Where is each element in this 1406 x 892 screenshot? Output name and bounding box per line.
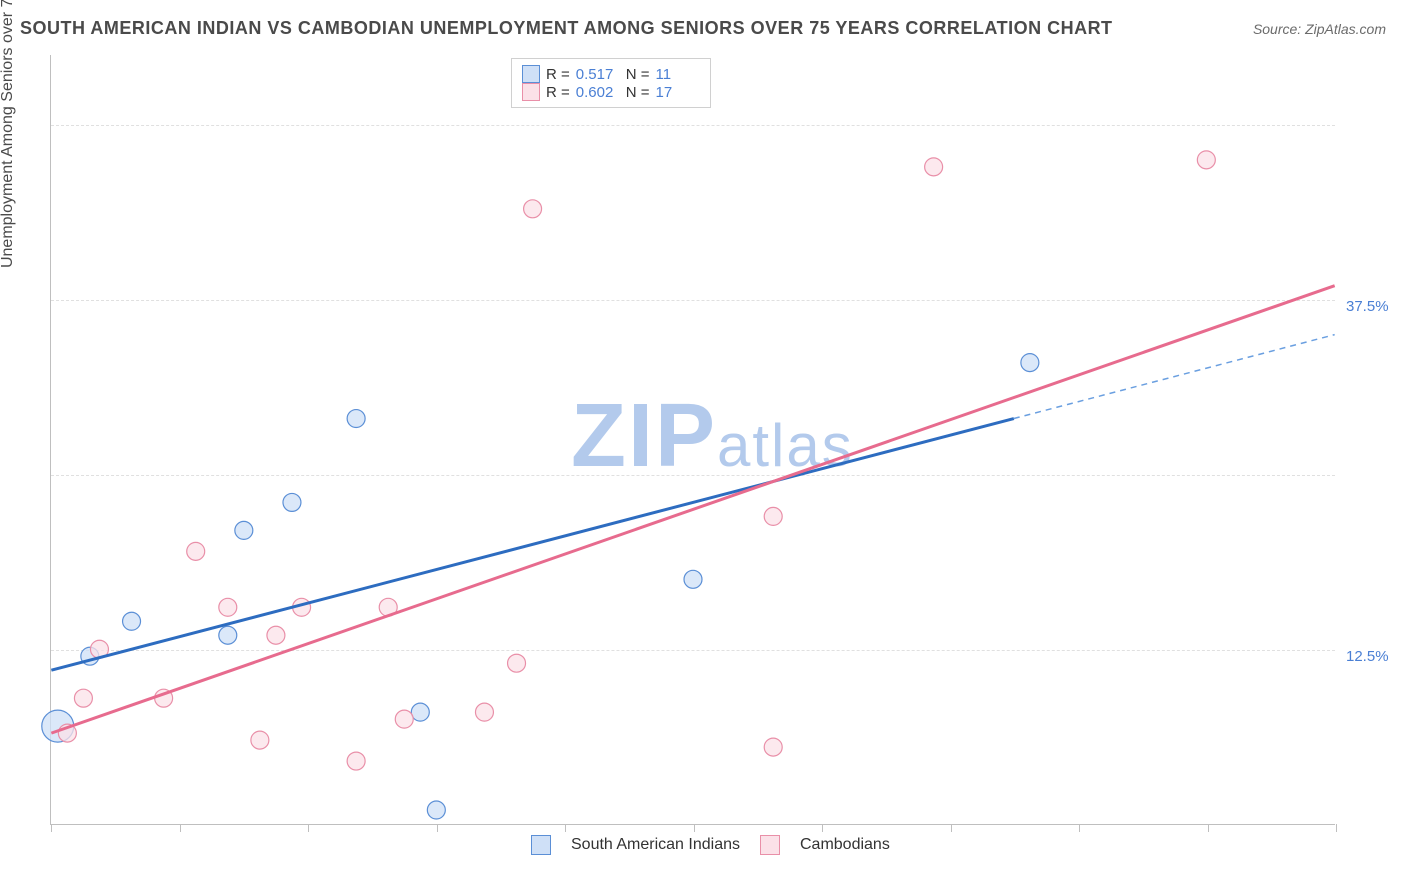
chart-title: SOUTH AMERICAN INDIAN VS CAMBODIAN UNEMP… bbox=[20, 18, 1113, 39]
legend-n-cam: 17 bbox=[656, 84, 700, 101]
data-point-cam bbox=[74, 689, 92, 707]
data-point-sai bbox=[283, 493, 301, 511]
legend-row-sai: R = 0.517 N = 11 bbox=[522, 65, 700, 83]
data-point-cam bbox=[347, 752, 365, 770]
legend-bottom-label-sai: South American Indians bbox=[571, 836, 740, 854]
title-bar: SOUTH AMERICAN INDIAN VS CAMBODIAN UNEMP… bbox=[20, 18, 1386, 39]
data-point-cam bbox=[187, 542, 205, 560]
x-tick bbox=[437, 824, 438, 832]
data-point-sai bbox=[219, 626, 237, 644]
data-point-sai bbox=[123, 612, 141, 630]
x-tick bbox=[1079, 824, 1080, 832]
data-point-cam bbox=[764, 507, 782, 525]
data-point-cam bbox=[508, 654, 526, 672]
y-tick-label: 12.5% bbox=[1346, 648, 1389, 665]
legend-bottom-swatch-sai bbox=[531, 835, 551, 855]
legend-n-label2: N = bbox=[626, 84, 650, 101]
x-tick bbox=[51, 824, 52, 832]
legend-n-label: N = bbox=[626, 66, 650, 83]
data-point-cam bbox=[251, 731, 269, 749]
plot-area: ZIPatlas R = 0.517 N = 11 R = 0.602 N = … bbox=[50, 55, 1335, 825]
legend-series: South American Indians Cambodians bbox=[531, 835, 890, 855]
legend-n-sai: 11 bbox=[656, 66, 700, 83]
data-point-cam bbox=[1197, 151, 1215, 169]
legend-r-cam: 0.602 bbox=[576, 84, 620, 101]
x-tick bbox=[1208, 824, 1209, 832]
legend-r-label2: R = bbox=[546, 84, 570, 101]
x-tick bbox=[308, 824, 309, 832]
data-point-cam bbox=[764, 738, 782, 756]
legend-r-sai: 0.517 bbox=[576, 66, 620, 83]
x-tick bbox=[694, 824, 695, 832]
trend-dash-sai bbox=[1014, 335, 1335, 419]
data-point-cam bbox=[475, 703, 493, 721]
data-point-cam bbox=[524, 200, 542, 218]
legend-bottom-swatch-cam bbox=[760, 835, 780, 855]
data-point-sai bbox=[411, 703, 429, 721]
data-point-sai bbox=[347, 410, 365, 428]
x-tick bbox=[1336, 824, 1337, 832]
x-tick bbox=[180, 824, 181, 832]
data-point-sai bbox=[1021, 354, 1039, 372]
plot-svg bbox=[51, 55, 1335, 824]
x-tick bbox=[822, 824, 823, 832]
legend-swatch-cam bbox=[522, 83, 540, 101]
data-point-cam bbox=[267, 626, 285, 644]
data-point-sai bbox=[235, 521, 253, 539]
legend-bottom-label-cam: Cambodians bbox=[800, 836, 890, 854]
legend-correlation: R = 0.517 N = 11 R = 0.602 N = 17 bbox=[511, 58, 711, 108]
data-point-sai bbox=[427, 801, 445, 819]
y-tick-label: 37.5% bbox=[1346, 298, 1389, 315]
legend-row-cam: R = 0.602 N = 17 bbox=[522, 83, 700, 101]
trend-line-cam bbox=[51, 286, 1334, 733]
data-point-sai bbox=[684, 570, 702, 588]
legend-swatch-sai bbox=[522, 65, 540, 83]
x-tick bbox=[951, 824, 952, 832]
legend-r-label: R = bbox=[546, 66, 570, 83]
data-point-cam bbox=[395, 710, 413, 728]
y-axis-label: Unemployment Among Seniors over 75 years bbox=[0, 0, 17, 268]
source-label: Source: ZipAtlas.com bbox=[1253, 21, 1386, 37]
data-point-cam bbox=[925, 158, 943, 176]
x-tick bbox=[565, 824, 566, 832]
data-point-cam bbox=[219, 598, 237, 616]
